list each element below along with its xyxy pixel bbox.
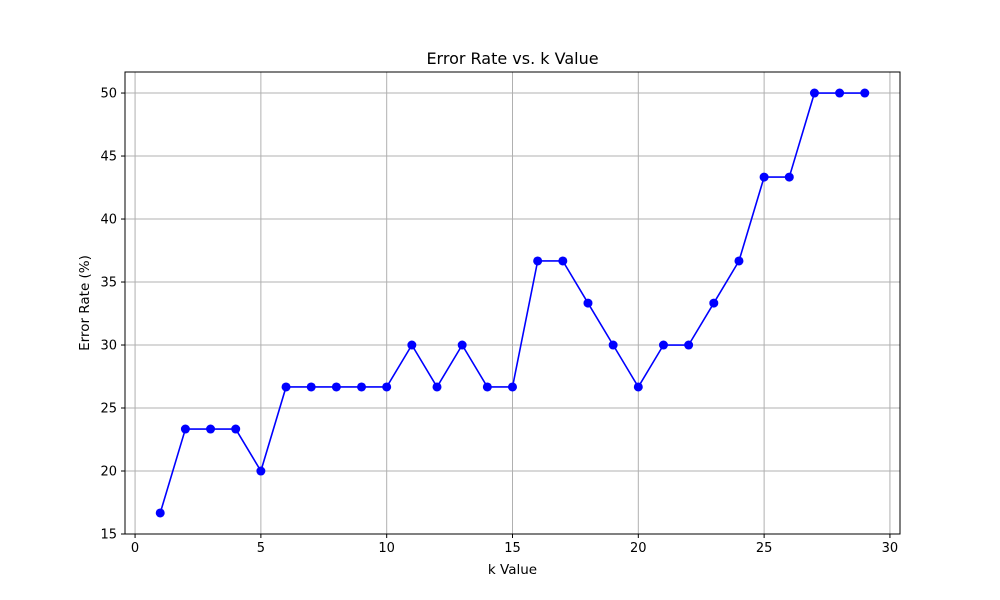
x-tick-label: 15	[504, 541, 521, 556]
y-tick-label: 20	[100, 465, 117, 480]
data-point	[281, 382, 291, 392]
data-point	[558, 256, 568, 266]
data-point	[809, 88, 819, 98]
data-point	[835, 88, 845, 98]
x-axis-label: k Value	[488, 562, 537, 578]
x-tick-label: 10	[378, 541, 395, 556]
y-tick-label: 25	[100, 402, 117, 417]
y-tick-label: 40	[100, 213, 117, 228]
data-point	[357, 382, 367, 392]
data-point	[583, 298, 593, 308]
x-tick-label: 20	[630, 541, 647, 556]
data-point	[482, 382, 492, 392]
data-point	[633, 382, 643, 392]
x-tick-label: 5	[257, 541, 265, 556]
grid-layer	[125, 72, 900, 535]
data-point	[860, 88, 870, 98]
tick-layer: 0 5 10 15 20 25 30 15 20 25 30 35 40 45 50	[100, 87, 898, 556]
data-point	[608, 340, 618, 350]
plot-frame	[124, 71, 901, 535]
series-layer	[155, 88, 870, 518]
data-point	[155, 508, 165, 518]
y-tick-label: 50	[100, 87, 117, 102]
data-point	[382, 382, 392, 392]
data-point	[709, 298, 719, 308]
data-point	[784, 172, 794, 182]
data-point	[256, 466, 266, 476]
data-point	[734, 256, 744, 266]
data-point	[432, 382, 442, 392]
data-point	[331, 382, 341, 392]
y-tick-label: 45	[100, 150, 117, 165]
data-point	[206, 424, 216, 434]
data-point	[533, 256, 543, 266]
data-point	[658, 340, 668, 350]
x-tick-label: 25	[756, 541, 773, 556]
data-point	[457, 340, 467, 350]
data-point	[231, 424, 241, 434]
data-point	[684, 340, 694, 350]
data-point	[180, 424, 190, 434]
y-tick-label: 15	[100, 528, 117, 543]
data-point	[407, 340, 417, 350]
data-point	[759, 172, 769, 182]
data-point	[508, 382, 517, 392]
x-tick-label: 30	[882, 541, 899, 556]
y-tick-label: 30	[100, 339, 117, 354]
y-tick-label: 35	[100, 276, 117, 291]
y-axis-label: Error Rate (%)	[77, 255, 93, 351]
chart-title: Error Rate vs. k Value	[426, 49, 598, 68]
data-point	[306, 382, 316, 392]
x-tick-label: 0	[131, 541, 139, 556]
